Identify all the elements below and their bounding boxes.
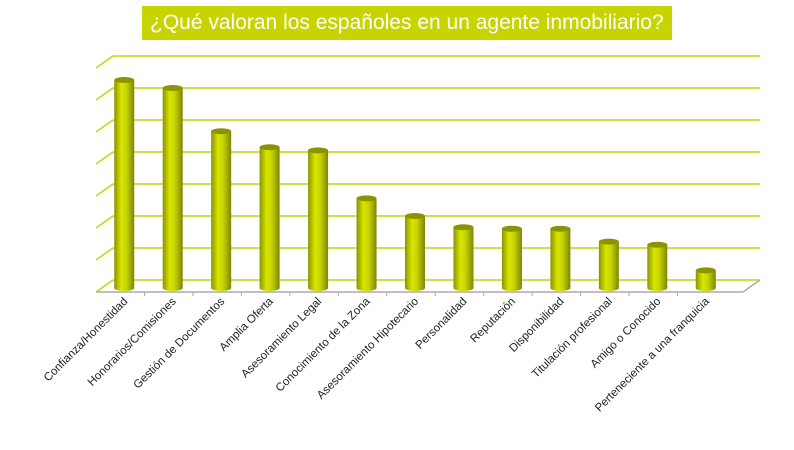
bar-top	[114, 77, 135, 83]
x-tick-label: Gestión de Documentos	[132, 295, 228, 391]
x-tick-label: Titulación profesional	[530, 296, 615, 381]
bar	[550, 228, 571, 291]
bar	[211, 131, 232, 291]
bar-top	[356, 195, 377, 202]
bar-top	[259, 144, 280, 151]
bar-top	[695, 267, 716, 274]
bar-top	[308, 147, 329, 154]
gridline-side	[95, 55, 114, 69]
floor-edge	[742, 279, 761, 293]
bar	[405, 216, 425, 291]
bar	[356, 198, 377, 291]
gridline-side	[95, 119, 114, 133]
bar	[501, 228, 522, 291]
gridline-side	[95, 183, 114, 197]
bar	[259, 147, 280, 291]
bar-top	[501, 225, 522, 232]
bar	[114, 80, 135, 291]
chart-title: ¿Qué valoran los españoles en un agente …	[142, 6, 672, 40]
bar-top	[162, 85, 183, 91]
bar-top	[453, 224, 474, 231]
x-tick-label: Asesoramiento Legal	[239, 296, 324, 381]
bar-top	[550, 225, 571, 232]
bar	[308, 150, 329, 291]
bar-top	[405, 213, 425, 219]
gridline-side	[95, 87, 114, 101]
x-tick-label: Asesoramiento Hipotecario	[315, 296, 421, 402]
bar-top	[647, 241, 668, 248]
bar	[598, 241, 619, 291]
x-tick-label: Reputación	[468, 296, 518, 346]
gridline-side	[95, 215, 114, 229]
x-tick-label: Confianza/Honestidad	[42, 296, 131, 385]
bar-top	[598, 238, 619, 245]
bar	[695, 270, 716, 291]
x-tick-label: Conocimiento de la Zona	[274, 295, 373, 394]
x-tick-label: Honorarios/Comisiones	[86, 295, 179, 388]
x-tick-label: Personalidad	[414, 296, 470, 352]
bar	[162, 88, 183, 291]
bar	[647, 244, 668, 291]
bar	[453, 227, 474, 291]
gridline-side	[95, 279, 114, 293]
gridline-side	[95, 247, 114, 261]
bar-top	[211, 128, 232, 135]
gridline-side	[95, 151, 114, 165]
